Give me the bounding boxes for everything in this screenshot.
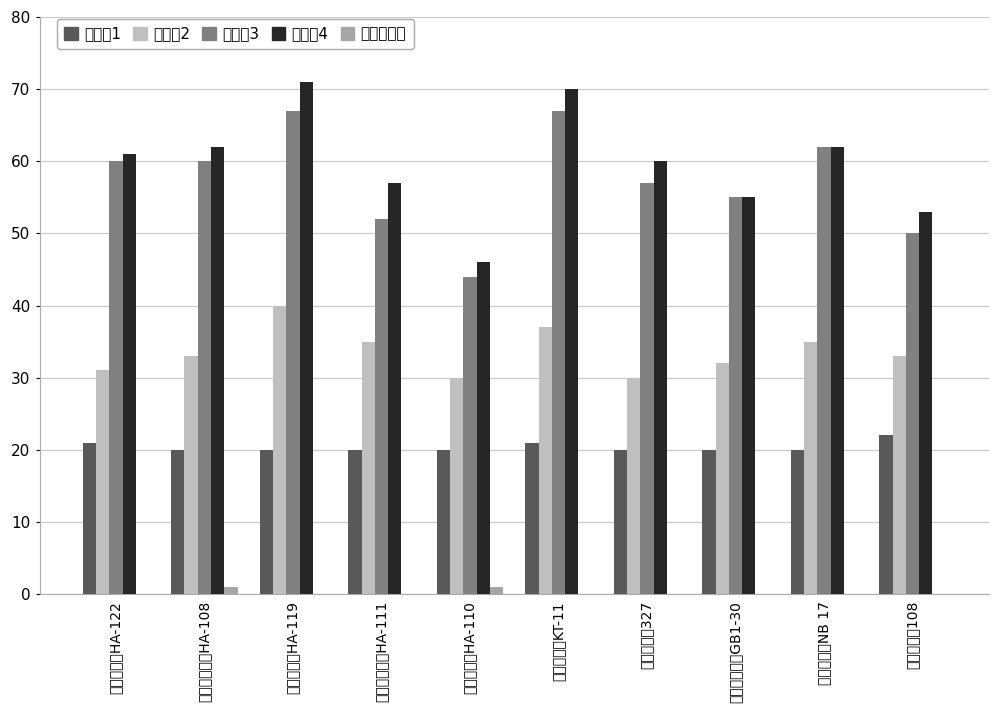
- Bar: [791, 450, 804, 594]
- Bar: [919, 212, 932, 594]
- Bar: [198, 161, 211, 594]
- Bar: [96, 371, 109, 594]
- Bar: [300, 82, 313, 594]
- Bar: [804, 342, 817, 594]
- Bar: [375, 219, 388, 594]
- Bar: [654, 161, 667, 594]
- Bar: [184, 356, 198, 594]
- Bar: [742, 197, 755, 594]
- Bar: [627, 378, 640, 594]
- Bar: [817, 147, 831, 594]
- Bar: [224, 587, 238, 594]
- Bar: [463, 277, 477, 594]
- Bar: [83, 443, 96, 594]
- Bar: [831, 147, 844, 594]
- Bar: [450, 378, 463, 594]
- Bar: [640, 183, 654, 594]
- Bar: [893, 356, 906, 594]
- Bar: [388, 183, 401, 594]
- Bar: [614, 450, 627, 594]
- Bar: [211, 147, 224, 594]
- Bar: [260, 450, 273, 594]
- Bar: [490, 587, 503, 594]
- Bar: [879, 436, 893, 594]
- Bar: [123, 154, 136, 594]
- Bar: [286, 111, 300, 594]
- Bar: [716, 363, 729, 594]
- Bar: [525, 443, 539, 594]
- Bar: [906, 233, 919, 594]
- Bar: [552, 111, 565, 594]
- Bar: [477, 262, 490, 594]
- Bar: [729, 197, 742, 594]
- Bar: [109, 161, 123, 594]
- Bar: [362, 342, 375, 594]
- Bar: [565, 89, 578, 594]
- Bar: [539, 327, 552, 594]
- Bar: [348, 450, 362, 594]
- Bar: [437, 450, 450, 594]
- Bar: [702, 450, 716, 594]
- Legend: 实验组1, 实验组2, 实验组3, 实验组4, 空白对照组: 实验组1, 实验组2, 实验组3, 实验组4, 空白对照组: [57, 19, 414, 49]
- Bar: [171, 450, 184, 594]
- Bar: [273, 306, 286, 594]
